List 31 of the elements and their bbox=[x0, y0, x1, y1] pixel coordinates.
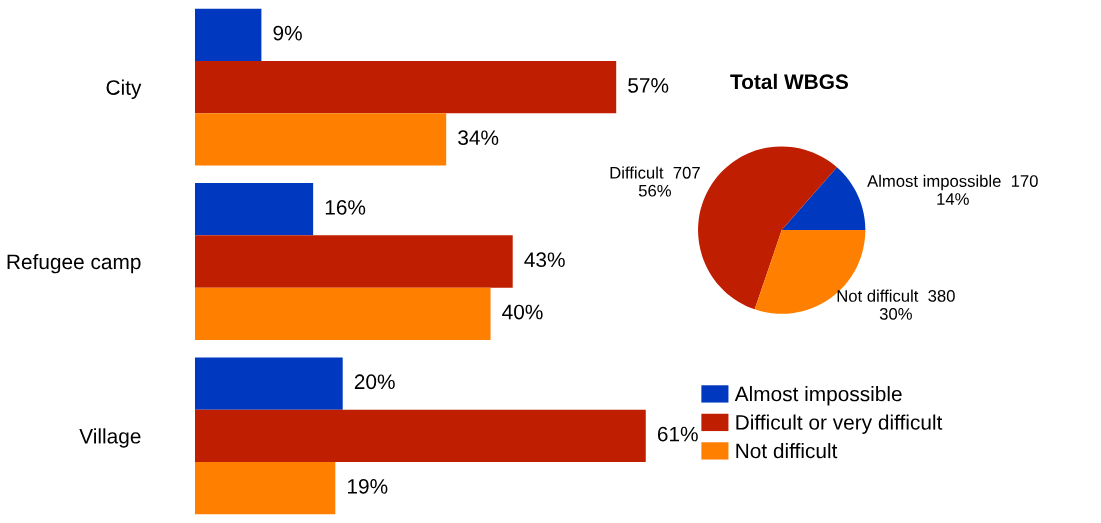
y-tick-label: Village bbox=[79, 428, 141, 448]
bar bbox=[194, 409, 646, 462]
data-label: 57% bbox=[628, 78, 669, 93]
slice-label: Not difficult 380 30% bbox=[837, 289, 955, 320]
data-label: 16% bbox=[325, 200, 366, 215]
pie-slice bbox=[698, 146, 837, 310]
data-label: 40% bbox=[502, 304, 543, 320]
y-tick-label: City bbox=[106, 79, 142, 100]
legend-label: Difficult or very difficult bbox=[736, 414, 943, 434]
legend-label: Not difficult bbox=[736, 442, 838, 459]
data-label: 43% bbox=[524, 252, 565, 268]
data-label: 9% bbox=[273, 25, 302, 41]
data-label: 34% bbox=[458, 130, 499, 146]
bar bbox=[194, 287, 491, 340]
pie-slice bbox=[781, 167, 866, 231]
data-label: 61% bbox=[657, 426, 698, 442]
slice-label: Difficult 707 56% bbox=[610, 166, 700, 197]
bar bbox=[194, 8, 262, 62]
bar bbox=[194, 113, 447, 166]
bar bbox=[194, 235, 513, 288]
y-tick-label: Refugee camp bbox=[7, 253, 141, 274]
pie-slice bbox=[754, 230, 866, 314]
data-label: 19% bbox=[348, 478, 388, 494]
data-label: 20% bbox=[354, 374, 395, 390]
slice-label: Almost impossible 170 14% bbox=[867, 174, 1038, 205]
bar bbox=[194, 61, 617, 114]
bar bbox=[194, 357, 343, 410]
bar bbox=[194, 183, 314, 236]
bar bbox=[194, 461, 336, 515]
legend-label: Almost impossible bbox=[734, 386, 902, 406]
chart-title: Total WBGS bbox=[730, 73, 849, 90]
